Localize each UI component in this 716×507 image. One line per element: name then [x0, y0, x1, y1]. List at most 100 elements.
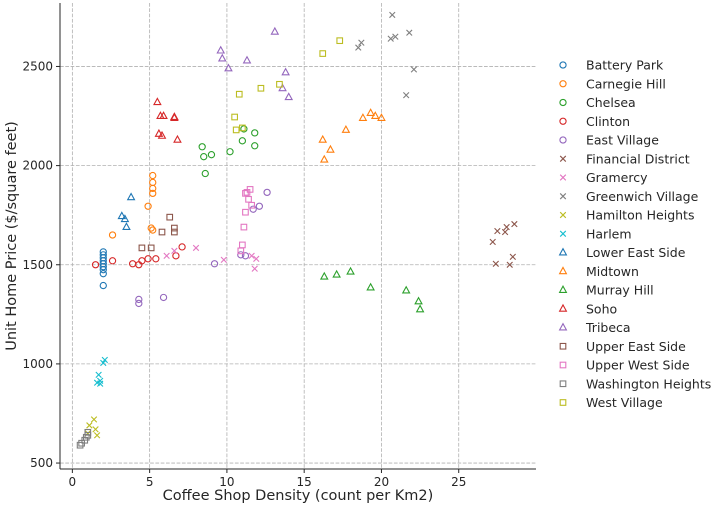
y-axis-label: Unit Home Price ($/square feet): [4, 121, 20, 351]
data-point: [281, 67, 290, 76]
data-point: [93, 432, 101, 439]
data-point: [101, 356, 109, 364]
legend-label: Greenwich Village: [586, 189, 699, 204]
data-point: [238, 137, 247, 145]
legend-marker: [559, 117, 567, 125]
data-point: [138, 257, 146, 265]
data-point: [82, 433, 90, 441]
legend-marker: [559, 211, 567, 219]
data-point: [415, 304, 425, 313]
data-point: [245, 195, 252, 203]
legend-marker: [559, 399, 567, 406]
y-tick-label: 2000: [22, 159, 53, 173]
data-point: [240, 223, 248, 231]
legend-item: Greenwich Village: [559, 189, 699, 204]
x-axis-label: Coffee Shop Density (count per Km2): [163, 488, 434, 504]
data-point: [263, 188, 271, 197]
data-point: [90, 416, 98, 423]
legend-label: Washington Heights: [586, 376, 711, 391]
data-point: [171, 224, 178, 232]
data-point: [128, 260, 137, 268]
legend-marker: [559, 155, 567, 162]
legend-item: West Village: [559, 395, 663, 410]
data-point: [511, 220, 518, 228]
data-point: [166, 213, 174, 221]
data-point: [117, 211, 127, 220]
x-tick-label: 20: [374, 475, 389, 489]
legend-item: Clinton: [559, 114, 630, 129]
data-point: [319, 154, 329, 163]
data-point: [506, 261, 513, 268]
y-tick-label: 2500: [22, 59, 53, 73]
data-point: [402, 92, 410, 99]
legend-item: Soho: [558, 301, 617, 316]
legend-marker: [558, 266, 568, 275]
data-point: [157, 130, 167, 139]
data-point: [171, 228, 178, 236]
data-point: [91, 261, 100, 269]
data-point: [159, 111, 168, 119]
legend-item: Upper East Side: [559, 339, 686, 354]
legend-marker: [559, 80, 567, 88]
data-point: [149, 189, 157, 198]
data-point: [201, 169, 209, 178]
data-point: [341, 124, 351, 133]
data-point: [108, 257, 117, 265]
data-point: [159, 293, 168, 302]
data-point: [210, 260, 219, 268]
data-point: [99, 248, 107, 256]
legend-marker: [558, 285, 568, 293]
data-point: [99, 251, 107, 259]
legend-label: Battery Park: [586, 58, 664, 73]
data-point: [76, 441, 84, 449]
data-point: [84, 428, 92, 436]
legend-item: Battery Park: [559, 58, 664, 73]
y-tick-label: 500: [30, 456, 53, 470]
x-tick-label: 25: [451, 475, 466, 489]
legend-item: Midtown: [558, 264, 639, 279]
x-tick-label: 10: [219, 475, 234, 489]
legend-label: Gramercy: [586, 170, 648, 185]
legend-label: Soho: [586, 301, 617, 316]
data-point: [249, 205, 257, 213]
data-point: [122, 222, 131, 231]
legend-label: Chelsea: [586, 95, 636, 110]
data-point: [226, 148, 234, 156]
data-point: [358, 39, 365, 46]
data-point: [414, 296, 423, 305]
data-point: [95, 371, 102, 378]
data-point: [358, 113, 368, 121]
legend-label: Murray Hill: [586, 283, 654, 298]
x-tick-label: 0: [69, 475, 77, 489]
data-point: [246, 186, 254, 193]
legend-label: Carnegie Hill: [586, 76, 666, 91]
legend-item: Lower East Side: [558, 245, 686, 260]
legend-marker: [559, 342, 567, 350]
data-point: [144, 255, 152, 263]
data-point: [257, 84, 265, 92]
legend-item: Financial District: [559, 151, 690, 166]
legend-item: Chelsea: [559, 95, 636, 110]
data-point: [253, 255, 260, 262]
data-point: [366, 282, 375, 291]
data-point: [509, 253, 517, 261]
data-point: [501, 228, 509, 236]
data-point: [200, 153, 208, 161]
data-point: [318, 134, 328, 143]
data-point: [224, 63, 233, 72]
data-point: [173, 134, 182, 143]
data-point: [235, 90, 243, 98]
data-point: [270, 26, 280, 35]
data-point: [251, 129, 259, 137]
legend-label: Midtown: [586, 264, 639, 279]
legend-item: Hamilton Heights: [559, 208, 694, 223]
data-points: [76, 11, 518, 449]
legend-label: Hamilton Heights: [586, 208, 694, 223]
data-point: [255, 202, 264, 210]
legend-marker: [559, 98, 567, 107]
data-point: [149, 226, 157, 234]
legend-marker: [558, 303, 568, 312]
legend-item: Tribeca: [558, 320, 631, 335]
data-point: [99, 270, 107, 278]
